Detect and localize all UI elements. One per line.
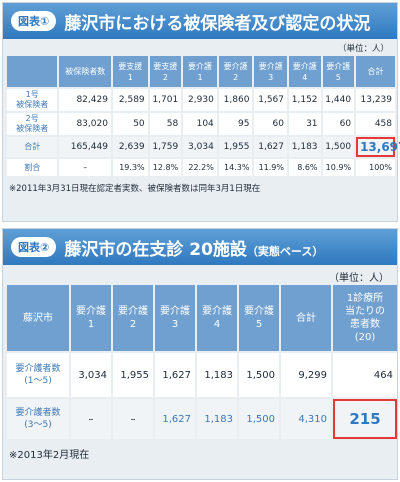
figure2-col-header: 要介護 3 xyxy=(155,285,195,351)
figure1-col-header: 要支援 2 xyxy=(149,56,182,87)
table-cell: 1,860 xyxy=(218,89,253,111)
table-cell: 1,183 xyxy=(289,137,321,157)
figure2-col-header: 要介護 1 xyxy=(71,285,111,351)
figure2-col-header: 要介護 2 xyxy=(113,285,153,351)
table-cell: 1,440 xyxy=(322,89,355,111)
row-label: 1号 被保険者 xyxy=(7,89,58,111)
table-cell: 11.9% xyxy=(254,159,287,176)
highlighted-total-cell: 13,697 xyxy=(356,137,400,157)
table-cell: 82,429 xyxy=(59,89,111,111)
table-cell: 1,627 xyxy=(254,137,287,157)
table-cell: 14.3% xyxy=(218,159,253,176)
figure2-header-row: 藤沢市 要介護 1 要介護 2 要介護 3 要介護 4 要介護 5 合計 1診療所 当たりの… xyxy=(7,285,397,351)
figure1-col-header: 要介護 4 xyxy=(289,56,321,87)
figure1-col-header: 要介護 1 xyxy=(183,56,217,87)
figure1-col-header: 要介護 5 xyxy=(322,56,355,87)
row-label: 要介護者数 (1〜5) xyxy=(7,353,69,397)
table-row: 割合 – 19.3% 12.8% 22.2% 14.3% 11.9% 8.6% … xyxy=(7,159,395,176)
table-row: 要介護者数 (3〜5) – – 1,627 1,183 1,500 4,310 2… xyxy=(7,399,397,439)
figure2-panel: 図表② 藤沢市の在支診 20施設（実態ベース） （単位：人） 藤沢市 要介護 1 … xyxy=(2,228,398,480)
figure1-col-header: 合計 xyxy=(356,56,395,87)
figure1-title: 藤沢市における被保険者及び認定の状況 xyxy=(64,13,371,34)
table-cell: 10.9% xyxy=(322,159,355,176)
figure1-col-header: 被保険者数 xyxy=(59,56,111,87)
highlighted-per-clinic-cell: 215 xyxy=(333,399,397,439)
figure1-col-header: 要支援 1 xyxy=(112,56,148,87)
figure2-badge: 図表② xyxy=(11,237,57,257)
table-cell: 1,183 xyxy=(197,353,237,397)
row-label: 要介護者数 (3〜5) xyxy=(7,399,69,439)
figure2-title: 藤沢市の在支診 20施設 xyxy=(64,239,247,260)
table-cell: 2,639 xyxy=(112,137,148,157)
figure1-col-header: 要介護 2 xyxy=(218,56,253,87)
table-cell: 8.6% xyxy=(289,159,321,176)
table-cell: 1,500 xyxy=(239,353,279,397)
table-row: 合計 165,449 2,639 1,759 3,034 1,955 1,627… xyxy=(7,137,400,157)
table-row: 要介護者数 (1〜5) 3,034 1,955 1,627 1,183 1,500… xyxy=(7,353,397,397)
table-cell: 60 xyxy=(254,113,287,135)
table-cell: 3,034 xyxy=(71,353,111,397)
table-cell: 13,239 xyxy=(356,89,395,111)
table-cell: 1,627 xyxy=(155,399,195,439)
figure1-header: 図表① 藤沢市における被保険者及び認定の状況 xyxy=(3,3,397,39)
table-cell: 464 xyxy=(333,353,397,397)
figure2-title-wrap: 藤沢市の在支診 20施設（実態ベース） xyxy=(64,235,323,260)
table-cell: 1,500 xyxy=(322,137,355,157)
table-cell: 2,930 xyxy=(183,89,217,111)
table-row: 1号 被保険者 82,429 2,589 1,701 2,930 1,860 1,… xyxy=(7,89,395,111)
table-cell: 1,500 xyxy=(239,399,279,439)
figure2-table: 藤沢市 要介護 1 要介護 2 要介護 3 要介護 4 要介護 5 合計 1診療所 当たりの… xyxy=(5,283,399,441)
row-label: 合計 xyxy=(7,137,58,157)
figure1-badge: 図表① xyxy=(11,11,57,31)
table-cell: 1,955 xyxy=(218,137,253,157)
row-label: 2号 被保険者 xyxy=(7,113,58,135)
table-row: 2号 被保険者 83,020 50 58 104 95 60 31 60 458 xyxy=(7,113,395,135)
table-cell: 50 xyxy=(112,113,148,135)
table-cell: 31 xyxy=(289,113,321,135)
figure2-unit: （単位：人） xyxy=(329,273,389,284)
table-cell: 1,567 xyxy=(254,89,287,111)
table-cell: – xyxy=(59,159,111,176)
figure1-col-header: 要介護 3 xyxy=(254,56,287,87)
table-cell: 1,955 xyxy=(113,353,153,397)
table-cell: 1,152 xyxy=(289,89,321,111)
table-cell: 1,627 xyxy=(155,353,195,397)
figure2-col-header: 合計 xyxy=(281,285,331,351)
table-cell: 100% xyxy=(356,159,395,176)
figure2-col-header: 藤沢市 xyxy=(7,285,69,351)
figure1-note: ※2011年3月31日現在認定者実数、被保険者数は同年3月1日現在 xyxy=(9,184,261,194)
figure1-table: 被保険者数 要支援 1 要支援 2 要介護 1 要介護 2 要介護 3 要介護 4 要介護 5… xyxy=(5,54,400,178)
figure2-header: 図表② 藤沢市の在支診 20施設（実態ベース） xyxy=(3,229,397,265)
figure1-header-row: 被保険者数 要支援 1 要支援 2 要介護 1 要介護 2 要介護 3 要介護 4 要介護 5… xyxy=(7,56,395,87)
figure2-note: ※2013年2月現在 xyxy=(9,450,90,461)
figure1-unit: （単位：人） xyxy=(337,44,389,54)
figure2-col-header: 要介護 4 xyxy=(197,285,237,351)
table-cell: 12.8% xyxy=(149,159,182,176)
row-label: 割合 xyxy=(7,159,58,176)
table-cell: 60 xyxy=(322,113,355,135)
table-cell: 1,183 xyxy=(197,399,237,439)
table-cell: 1,759 xyxy=(149,137,182,157)
table-cell: 83,020 xyxy=(59,113,111,135)
table-cell: 22.2% xyxy=(183,159,217,176)
table-cell: – xyxy=(113,399,153,439)
table-cell: 4,310 xyxy=(281,399,331,439)
table-cell: 1,701 xyxy=(149,89,182,111)
figure1-col-header xyxy=(7,56,58,87)
table-cell: 165,449 xyxy=(59,137,111,157)
table-cell: 95 xyxy=(218,113,253,135)
table-cell: 104 xyxy=(183,113,217,135)
table-cell: – xyxy=(71,399,111,439)
figure1-panel: 図表① 藤沢市における被保険者及び認定の状況 （単位：人） 被保険者数 要支援 1… xyxy=(2,2,400,222)
table-cell: 58 xyxy=(149,113,182,135)
table-cell: 3,034 xyxy=(183,137,217,157)
table-cell: 9,299 xyxy=(281,353,331,397)
figure2-title-sub: （実態ベース） xyxy=(246,244,324,258)
figure2-col-header: 要介護 5 xyxy=(239,285,279,351)
table-cell: 2,589 xyxy=(112,89,148,111)
table-cell: 458 xyxy=(356,113,395,135)
figure2-col-header: 1診療所 当たりの 患者数 (20) xyxy=(333,285,397,351)
table-cell: 19.3% xyxy=(112,159,148,176)
